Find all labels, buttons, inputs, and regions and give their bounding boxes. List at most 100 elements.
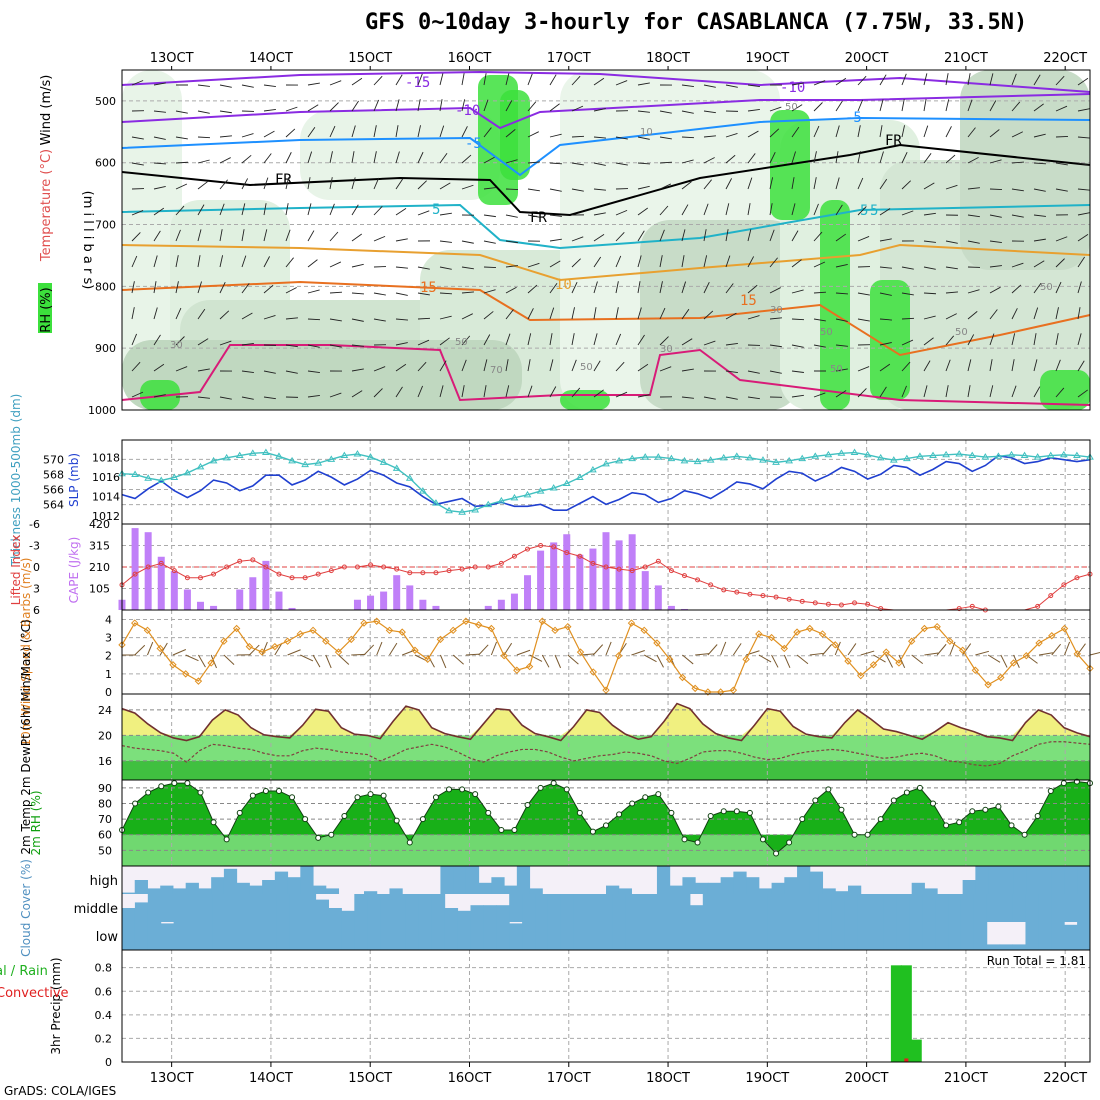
wind-barb <box>643 654 657 663</box>
wind-barb <box>395 318 408 321</box>
cloud-bar <box>831 894 846 922</box>
contour-label: 5 <box>432 202 440 218</box>
thickness-marker <box>392 464 401 471</box>
wind-barb <box>1077 162 1090 166</box>
ylabel-wind: 10m Wind Speed & Barbs (m/s) <box>19 558 33 747</box>
contour-label: 15 <box>740 293 757 309</box>
wind-barb <box>885 654 894 668</box>
wind-barb <box>417 361 427 372</box>
wind-barb <box>637 82 650 86</box>
temp-line <box>121 702 1091 742</box>
top-x-tick-label: 16OCT <box>448 51 492 66</box>
precip-panel: 0.8 0.6 0.4 0.2 0 Run Total = 1.81 3hr Precip … <box>0 949 1091 1069</box>
cloud-bar <box>857 894 872 922</box>
ylabel-cape: CAPE (J/kg) <box>67 537 81 604</box>
cloud-bar <box>664 894 678 922</box>
wind-barb <box>637 136 650 140</box>
wind-barb <box>373 99 380 112</box>
wind-barb <box>813 318 826 322</box>
wind-barb <box>241 370 254 373</box>
wind-barb <box>857 177 864 190</box>
cloud-bar <box>975 866 989 894</box>
wind-marker <box>716 688 725 696</box>
wind-barb <box>197 159 210 164</box>
cloud-bar <box>122 892 136 894</box>
wind-barb <box>153 185 166 190</box>
wind-marker <box>602 686 610 694</box>
thickness-marker <box>314 459 323 466</box>
rh-marker <box>132 800 139 807</box>
wind-barb <box>175 336 185 346</box>
wind-barb <box>131 333 138 346</box>
bottom-x-tick-label: 14OCT <box>249 1071 293 1086</box>
wind-barb <box>835 177 840 190</box>
top-x-tick-label: 19OCT <box>745 51 789 66</box>
wind-barb <box>1077 136 1090 139</box>
wind-barb <box>967 73 971 86</box>
thickness-marker <box>942 450 950 458</box>
wind-barb <box>923 125 929 138</box>
precip-bar <box>890 965 902 1062</box>
wind-barb <box>549 188 562 192</box>
cloud-bar <box>733 871 747 894</box>
cloud-bar <box>999 944 1014 950</box>
cloud-bar <box>341 922 355 950</box>
wind-marker <box>831 641 839 649</box>
wind-barb <box>725 203 730 216</box>
wind-barb <box>835 151 839 164</box>
cloud-bar <box>547 922 562 950</box>
wind-barb <box>1077 233 1089 242</box>
wind-barb <box>571 359 577 372</box>
wind-barb <box>901 210 914 216</box>
wind-barb <box>901 266 914 270</box>
rh-contour-label: 30 <box>660 344 673 355</box>
rh-marker <box>354 794 361 801</box>
cloud-bar <box>844 922 859 950</box>
wind-barb <box>945 73 949 86</box>
wind-barb <box>395 386 403 398</box>
cloud-bar <box>354 894 368 922</box>
rh-marker <box>498 827 505 834</box>
precip-bar <box>910 1039 922 1062</box>
wind-barb <box>1011 214 1024 218</box>
thickness-marker <box>746 453 754 461</box>
rh-tick-label: 70 <box>98 813 112 826</box>
wind-barb <box>835 318 848 322</box>
wind-marker <box>500 652 508 660</box>
wind-marker <box>958 646 967 654</box>
cloud-bar <box>225 922 239 950</box>
ylabel-rh: 2m RH (%) <box>29 790 43 855</box>
thickness-marker <box>667 454 676 462</box>
wind-barb <box>505 359 509 372</box>
wind-barb <box>395 99 400 112</box>
wind-marker <box>398 628 406 636</box>
wind-barb <box>593 256 602 268</box>
legend-wind: Wind (m/s) <box>39 75 54 146</box>
contour-line <box>121 344 1091 406</box>
wind-barb <box>945 291 958 294</box>
thickness-marker <box>301 460 310 468</box>
wind-barb <box>287 649 301 656</box>
wind-barb <box>461 291 474 294</box>
wind-barb <box>131 162 144 166</box>
wind-barb <box>1055 236 1068 242</box>
li-marker <box>878 606 884 612</box>
wind-barb <box>461 240 474 244</box>
cloud-bar <box>134 922 149 950</box>
thickness-marker <box>549 484 558 491</box>
thickness-marker <box>706 456 715 463</box>
cloud-bar <box>160 894 175 922</box>
wind-barb <box>681 229 686 242</box>
thickness-marker <box>863 450 872 458</box>
wind-barb <box>703 157 715 164</box>
cape-bar <box>419 599 427 610</box>
cloud-bar <box>822 888 836 894</box>
cloud-bar <box>935 922 949 950</box>
wind-barb <box>483 289 496 294</box>
cape-bar <box>288 607 296 610</box>
rh-marker <box>720 808 727 815</box>
wind-barb <box>945 359 951 372</box>
cloud-bar <box>656 866 671 894</box>
rh-contour-label: 50 <box>580 362 593 373</box>
wind-barb <box>989 129 1000 138</box>
